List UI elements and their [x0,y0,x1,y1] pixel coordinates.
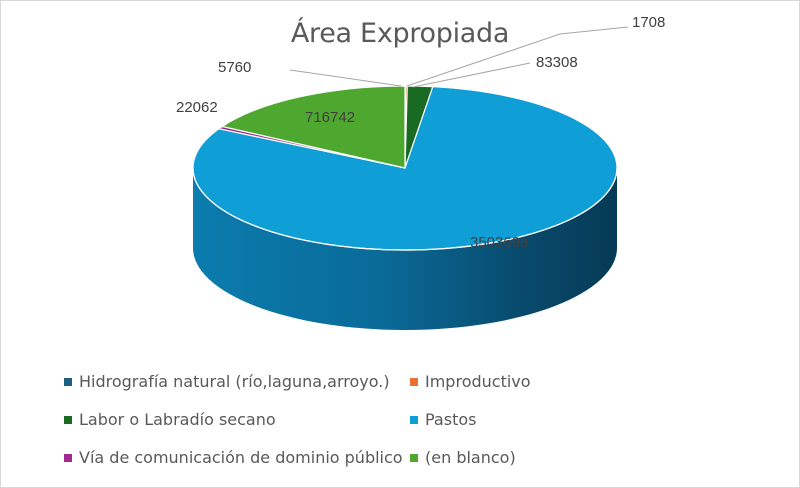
data-label: 716742 [305,109,355,126]
legend-label: Improductivo [425,372,531,391]
data-label: 5760 [218,59,251,76]
legend-swatch [64,453,72,462]
data-label: 3503698 [470,234,528,251]
data-label: 22062 [176,99,218,116]
legend-item-pastos[interactable]: Pastos [410,410,476,429]
legend-label: Hidrografía natural (río,laguna,arroyo.) [79,372,390,391]
pie-slices [192,85,618,330]
chart-title: Área Expropiada [290,18,510,49]
leader-line [412,62,531,88]
pie-side-wall [193,168,617,330]
legend-item-labor[interactable]: Labor o Labradío secano [64,410,276,429]
data-labels: 1708 83308 5760 22062 716742 3503698 [176,14,665,251]
legend-label: Labor o Labradío secano [79,410,276,429]
pie-slice-5[interactable] [220,85,406,169]
leader-line [406,26,629,87]
leader-line [289,69,402,87]
legend-item-en-blanco[interactable]: (en blanco) [410,448,516,467]
legend-label: Vía de comunicación de dominio público [79,448,403,467]
legend-label: Pastos [425,410,477,429]
legend-label: (en blanco) [425,448,516,467]
legend-item-via[interactable]: Vía de comunicación de dominio público [64,448,403,467]
legend-item-hidrografia[interactable]: Hidrografía natural (río,laguna,arroyo.) [64,372,390,391]
legend-swatch [64,415,72,424]
legend-swatch [64,377,72,386]
legend-item-improductivo[interactable]: Improductivo [410,372,531,391]
legend-swatch [410,377,418,386]
data-label: 83308 [536,54,578,71]
legend-swatch [410,415,418,424]
legend-swatch [410,453,418,462]
data-label: 1708 [632,14,665,31]
